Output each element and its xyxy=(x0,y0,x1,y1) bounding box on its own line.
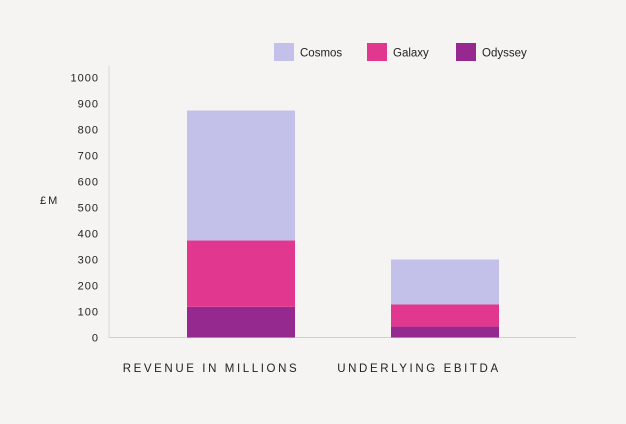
y-axis-label: £M xyxy=(40,195,59,207)
y-tick-label: 400 xyxy=(78,229,99,241)
x-category-label: REVENUE IN MILLIONS xyxy=(123,363,300,375)
y-tick-label: 100 xyxy=(78,307,99,319)
bar-segment-galaxy xyxy=(391,304,499,327)
legend: Cosmos Galaxy Odyssey xyxy=(274,43,527,61)
bar-segment-galaxy xyxy=(187,240,295,307)
y-tick-label: 800 xyxy=(78,125,99,137)
y-tick-label: 600 xyxy=(78,177,99,189)
legend-swatch-galaxy xyxy=(367,43,387,61)
y-tick-label: 900 xyxy=(78,99,99,111)
legend-label-cosmos: Cosmos xyxy=(300,48,342,60)
x-category-label: UNDERLYING EBITDA xyxy=(337,363,500,375)
bar-segment-cosmos xyxy=(391,259,499,305)
bar-segment-cosmos xyxy=(187,110,295,241)
bar-segment-odyssey xyxy=(391,326,499,338)
y-tick-label: 0 xyxy=(92,333,99,345)
y-axis-ticks: 0 100 200 300 400 500 600 700 800 900 1000 xyxy=(71,73,99,345)
bars xyxy=(187,110,499,338)
legend-label-galaxy: Galaxy xyxy=(393,48,429,60)
y-tick-label: 500 xyxy=(78,203,99,215)
legend-swatch-odyssey xyxy=(456,43,476,61)
y-tick-label: 1000 xyxy=(71,73,99,85)
y-tick-label: 200 xyxy=(78,281,99,293)
y-tick-label: 300 xyxy=(78,255,99,267)
legend-swatch-cosmos xyxy=(274,43,294,61)
x-axis-categories: REVENUE IN MILLIONS UNDERLYING EBITDA xyxy=(123,363,500,375)
bar-segment-odyssey xyxy=(187,306,295,338)
legend-label-odyssey: Odyssey xyxy=(482,48,527,60)
y-tick-label: 700 xyxy=(78,151,99,163)
